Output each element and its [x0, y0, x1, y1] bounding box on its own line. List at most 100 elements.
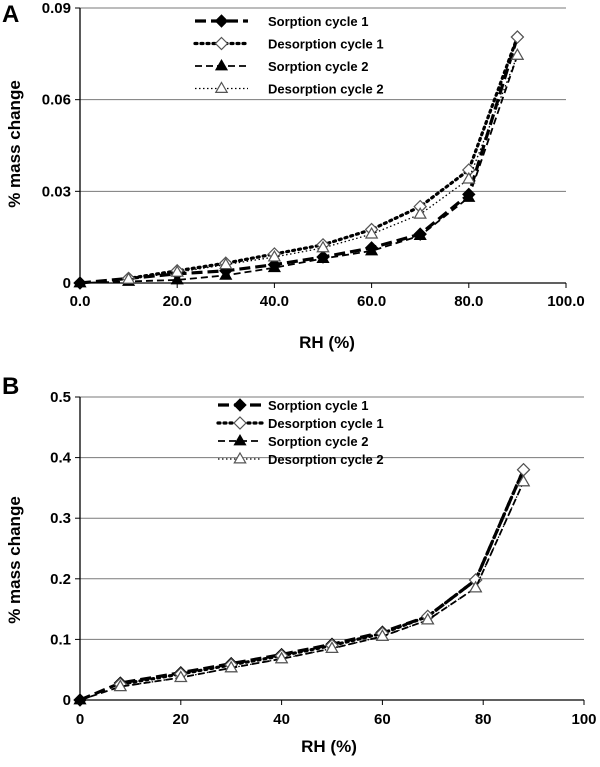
- x-tick-label: 0: [76, 711, 84, 728]
- x-tick-label: 0.0: [70, 293, 91, 310]
- x-tick-label: 60.0: [357, 293, 386, 310]
- x-tick-label: 40: [273, 711, 290, 728]
- legend-entry: Sorption cycle 1: [218, 398, 368, 413]
- data-point: [170, 272, 184, 285]
- panel-a-series: [73, 30, 525, 290]
- series-line: [128, 55, 519, 280]
- panel-b-series: [73, 462, 531, 707]
- y-tick-label: 0: [63, 692, 71, 709]
- data-point: [516, 462, 531, 477]
- panel-a-axes: [75, 7, 567, 288]
- data-point: [364, 226, 379, 239]
- data-point: [413, 228, 427, 241]
- panel-a-x-tick-labels: 0.0 20.0 40.0 60.0 80.0 100.0: [70, 293, 585, 310]
- series-line: [79, 55, 519, 284]
- x-tick-label: 100: [571, 711, 596, 728]
- x-tick-label: 40.0: [260, 293, 289, 310]
- y-tick-label: 0.5: [50, 389, 71, 406]
- data-point: [224, 660, 238, 673]
- legend-entry: Sorption cycle 1: [195, 14, 368, 29]
- data-point: [468, 580, 483, 593]
- data-point: [219, 257, 233, 270]
- series-desorption-cycle-2: [121, 48, 525, 284]
- legend-marker: [214, 58, 229, 71]
- panel-a-y-axis-title: % mass change: [5, 80, 24, 208]
- panel-a-y-tick-labels: 0 0.03 0.06 0.09: [42, 0, 71, 292]
- data-point: [73, 692, 87, 705]
- data-point: [316, 251, 330, 263]
- panel-b: B 0 0.1 0.2 0.3 0.4 0.5 0 20 40 60 80 100 Sorption…: [2, 373, 597, 756]
- data-point: [462, 190, 476, 202]
- y-tick-label: 0: [63, 275, 71, 292]
- legend-marker: [214, 14, 229, 28]
- data-point: [219, 268, 233, 280]
- data-point: [375, 629, 390, 641]
- panel-b-legend: Sorption cycle 1 Desorption cycle 1 Sorpti…: [216, 398, 384, 467]
- x-tick-label: 20: [172, 711, 189, 728]
- legend-marker: [233, 451, 247, 464]
- panel-a: A 0 0.03 0.06 0.09 0.0 20.0 40.0 60.0 80.0 100.0…: [2, 0, 585, 352]
- data-point: [316, 240, 330, 253]
- series-sorption-cycle-1: [73, 463, 531, 707]
- series-line: [118, 468, 526, 686]
- data-point: [510, 30, 525, 44]
- data-point: [267, 249, 282, 262]
- data-point: [170, 265, 184, 277]
- x-tick-label: 60: [374, 711, 391, 728]
- panel-b-x-tick-labels: 0 20 40 60 80 100: [76, 711, 597, 728]
- data-point: [462, 171, 476, 184]
- legend-entry: Desorption cycle 2: [195, 81, 384, 97]
- data-point: [274, 651, 289, 664]
- data-point: [510, 48, 525, 60]
- legend-entry: Sorption cycle 2: [218, 433, 368, 449]
- y-tick-label: 0.4: [50, 450, 72, 467]
- data-point: [73, 275, 87, 288]
- legend-entry: Desorption cycle 1: [216, 416, 384, 431]
- legend-entry: Sorption cycle 2: [195, 58, 368, 74]
- x-tick-label: 100.0: [547, 293, 585, 310]
- panel-a-x-axis-title: RH (%): [299, 333, 355, 352]
- panel-b-label: B: [2, 373, 19, 400]
- series-desorption-cycle-1: [113, 462, 531, 692]
- y-tick-label: 0.2: [50, 571, 71, 588]
- y-tick-label: 0.06: [42, 92, 71, 109]
- data-point: [121, 272, 136, 284]
- legend-marker: [214, 36, 229, 51]
- data-point: [413, 207, 427, 219]
- data-point: [325, 641, 339, 653]
- panel-b-x-axis-title: RH (%): [301, 737, 357, 756]
- legend-marker: [233, 416, 247, 430]
- legend-label: Sorption cycle 1: [268, 14, 368, 29]
- legend-marker: [233, 398, 247, 412]
- panel-a-label: A: [2, 1, 19, 28]
- y-tick-label: 0.03: [42, 183, 71, 200]
- data-point: [174, 670, 188, 683]
- legend-label: Desorption cycle 1: [268, 416, 384, 431]
- series-desorption-cycle-2: [113, 474, 531, 692]
- data-point: [516, 474, 531, 487]
- panel-b-y-axis-title: % mass change: [5, 496, 24, 624]
- y-tick-label: 0.3: [50, 510, 71, 527]
- data-point: [421, 612, 435, 625]
- x-tick-label: 80: [475, 711, 492, 728]
- series-line: [79, 469, 525, 702]
- panel-b-y-tick-labels: 0 0.1 0.2 0.3 0.4 0.5: [50, 389, 72, 709]
- y-tick-label: 0.1: [50, 631, 71, 648]
- data-point: [267, 260, 281, 273]
- data-point: [113, 679, 128, 692]
- legend-label: Desorption cycle 1: [268, 37, 384, 52]
- legend-label: Sorption cycle 2: [268, 59, 368, 74]
- legend-label: Sorption cycle 1: [268, 398, 368, 413]
- series-line: [120, 481, 525, 688]
- legend-marker: [233, 433, 247, 446]
- x-tick-label: 20.0: [163, 293, 192, 310]
- series-sorption-cycle-2: [73, 48, 524, 288]
- legend-label: Desorption cycle 2: [268, 452, 384, 467]
- data-point: [365, 243, 379, 256]
- legend-marker: [214, 81, 229, 94]
- y-tick-label: 0.09: [42, 0, 71, 17]
- legend-label: Sorption cycle 2: [268, 434, 368, 449]
- legend-entry: Desorption cycle 2: [218, 451, 384, 467]
- panel-a-gridlines: [80, 7, 566, 192]
